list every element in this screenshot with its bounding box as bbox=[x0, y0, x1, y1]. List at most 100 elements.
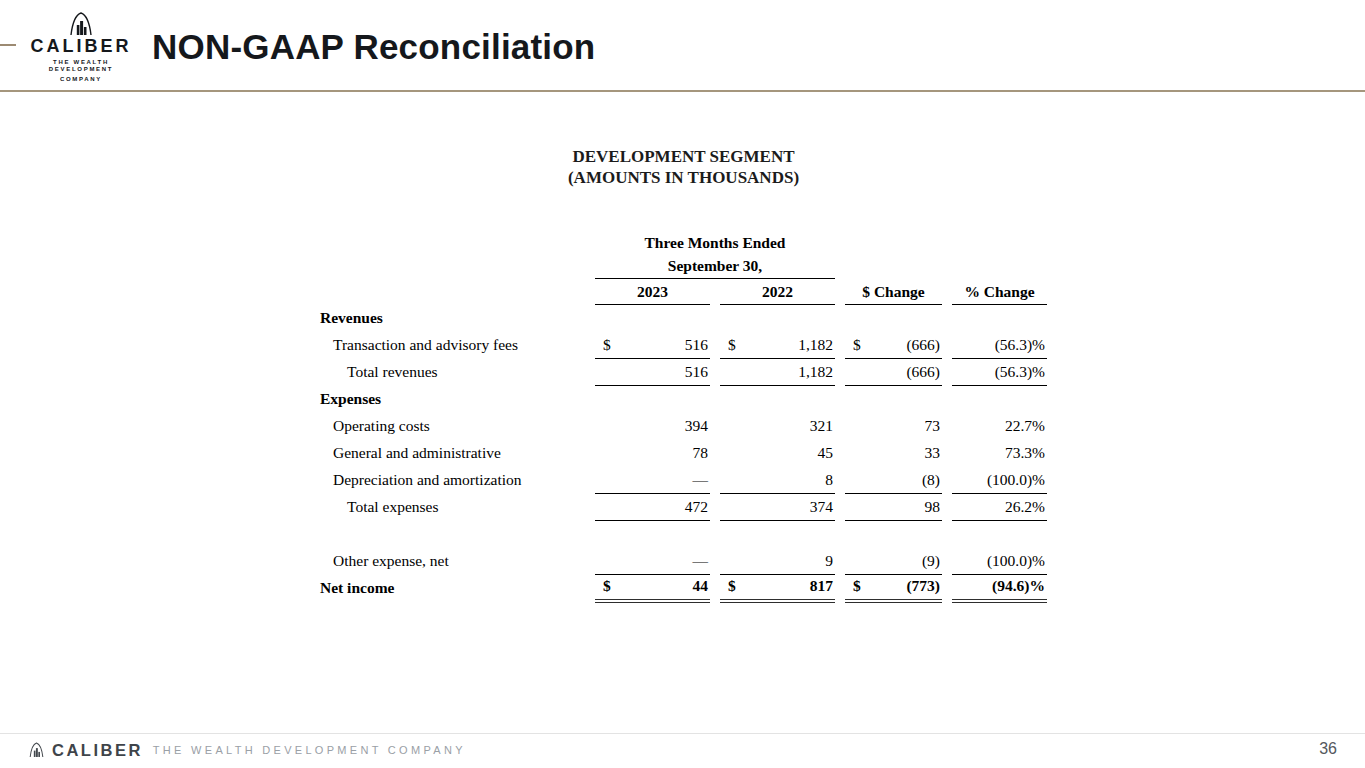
footer-tagline: THE WEALTH DEVELOPMENT COMPANY bbox=[153, 744, 466, 756]
cell-value: (9) bbox=[922, 552, 940, 569]
cell-value: 374 bbox=[810, 498, 833, 515]
value-cell: $(666) bbox=[845, 331, 942, 358]
cell-value: (773) bbox=[906, 577, 940, 594]
value-cell: (666) bbox=[845, 358, 942, 385]
value-cell: — bbox=[595, 466, 710, 493]
value-cell: 73.3% bbox=[952, 439, 1047, 466]
table-body: RevenuesTransaction and advisory fees$51… bbox=[320, 304, 1047, 601]
footer-logo: CALIBER THE WEALTH DEVELOPMENT COMPANY bbox=[27, 739, 466, 761]
cell-value: 1,182 bbox=[798, 363, 833, 380]
value-cell: 516 bbox=[595, 358, 710, 385]
header-divider bbox=[0, 90, 1365, 92]
cell-value: 22.7% bbox=[1005, 417, 1045, 434]
value-cell: (56.3)% bbox=[952, 331, 1047, 358]
column-header-2023: 2023 bbox=[595, 278, 710, 304]
section-row: Revenues bbox=[320, 304, 1047, 331]
row-label: Expenses bbox=[320, 385, 595, 412]
value-cell: 33 bbox=[845, 439, 942, 466]
section-row: Expenses bbox=[320, 385, 1047, 412]
value-cell: 45 bbox=[720, 439, 835, 466]
cell-value: 394 bbox=[685, 417, 708, 434]
cell-value: 44 bbox=[693, 577, 709, 594]
cell-value: 98 bbox=[925, 498, 941, 515]
value-cell: (100.0)% bbox=[952, 466, 1047, 493]
cell-value: 516 bbox=[685, 336, 708, 353]
cell-value: 817 bbox=[810, 577, 833, 594]
row-label: Other expense, net bbox=[320, 547, 595, 574]
cell-value: 472 bbox=[685, 498, 708, 515]
column-header-percent-change: % Change bbox=[952, 278, 1047, 304]
row-label: Transaction and advisory fees bbox=[320, 331, 595, 358]
caliber-logo: CALIBER THE WEALTH DEVELOPMENT COMPANY bbox=[24, 12, 138, 83]
dollar-sign: $ bbox=[603, 336, 611, 354]
table-row: Operating costs 394 321 73 22.7% bbox=[320, 412, 1047, 439]
table-title-line1: DEVELOPMENT SEGMENT bbox=[320, 146, 1047, 167]
value-cell: $817 bbox=[720, 574, 835, 601]
dollar-sign: $ bbox=[603, 577, 611, 595]
cell-value: — bbox=[693, 471, 709, 488]
dollar-sign: $ bbox=[728, 336, 736, 354]
column-header-row: 2023 2022 $ Change % Change bbox=[320, 278, 1047, 304]
column-header-2022: 2022 bbox=[720, 278, 835, 304]
logo-tagline-line2: COMPANY bbox=[24, 76, 138, 83]
period-header-row-1: Three Months Ended bbox=[320, 234, 1047, 255]
period-header-line1: Three Months Ended bbox=[595, 234, 835, 255]
value-cell: 26.2% bbox=[952, 493, 1047, 520]
cell-value: 1,182 bbox=[798, 336, 833, 353]
value-cell: 472 bbox=[595, 493, 710, 520]
cell-value: 73.3% bbox=[1005, 444, 1045, 461]
table-row: Transaction and advisory fees$516$1,182$… bbox=[320, 331, 1047, 358]
cell-value: (100.0)% bbox=[987, 471, 1045, 488]
value-cell: (94.6)% bbox=[952, 574, 1047, 601]
left-accent-line bbox=[0, 44, 16, 46]
period-header-line2: September 30, bbox=[595, 255, 835, 278]
row-label: Net income bbox=[320, 574, 595, 601]
cell-value: (94.6)% bbox=[992, 577, 1045, 594]
table-row: Total expenses 472 374 98 26.2% bbox=[320, 493, 1047, 520]
logo-tagline-line1: THE WEALTH DEVELOPMENT bbox=[24, 59, 138, 73]
cell-value: (56.3)% bbox=[995, 363, 1045, 380]
page-title: NON-GAAP Reconciliation bbox=[152, 27, 595, 67]
cell-value: — bbox=[693, 552, 709, 569]
row-label: Operating costs bbox=[320, 412, 595, 439]
value-cell: 98 bbox=[845, 493, 942, 520]
footer-divider bbox=[0, 733, 1365, 734]
cell-value: 9 bbox=[825, 552, 833, 569]
cell-value: (100.0)% bbox=[987, 552, 1045, 569]
cell-value: 73 bbox=[925, 417, 941, 434]
value-cell: $1,182 bbox=[720, 331, 835, 358]
value-cell: 78 bbox=[595, 439, 710, 466]
cell-value: 321 bbox=[810, 417, 833, 434]
dollar-sign: $ bbox=[853, 336, 861, 354]
row-label: General and administrative bbox=[320, 439, 595, 466]
dollar-sign: $ bbox=[853, 577, 861, 595]
value-cell: (9) bbox=[845, 547, 942, 574]
slide: CALIBER THE WEALTH DEVELOPMENT COMPANY N… bbox=[0, 0, 1365, 768]
cell-value: 78 bbox=[693, 444, 709, 461]
cell-value: 33 bbox=[925, 444, 941, 461]
value-cell: $516 bbox=[595, 331, 710, 358]
footer-wordmark: CALIBER bbox=[52, 741, 143, 760]
table-row: Depreciation and amortization — 8 (8) (100.0… bbox=[320, 466, 1047, 493]
row-label: Depreciation and amortization bbox=[320, 466, 595, 493]
row-label: Total expenses bbox=[320, 493, 595, 520]
cell-value: 8 bbox=[825, 471, 833, 488]
cell-value: 26.2% bbox=[1005, 498, 1045, 515]
value-cell: 1,182 bbox=[720, 358, 835, 385]
value-cell: 73 bbox=[845, 412, 942, 439]
logo-wordmark: CALIBER bbox=[24, 37, 138, 56]
table-title: DEVELOPMENT SEGMENT (AMOUNTS IN THOUSAND… bbox=[320, 146, 1047, 188]
page-number: 36 bbox=[1319, 740, 1337, 758]
spacer-row bbox=[320, 520, 1047, 547]
table-container: DEVELOPMENT SEGMENT (AMOUNTS IN THOUSAND… bbox=[320, 146, 1047, 603]
table-row: General and administrative 78 45 33 73.3% bbox=[320, 439, 1047, 466]
cell-value: 516 bbox=[685, 363, 708, 380]
value-cell: (100.0)% bbox=[952, 547, 1047, 574]
column-header-dollar-change: $ Change bbox=[845, 278, 942, 304]
building-arch-icon bbox=[66, 12, 96, 36]
cell-value: (8) bbox=[922, 471, 940, 488]
row-label: Revenues bbox=[320, 304, 595, 331]
value-cell: — bbox=[595, 547, 710, 574]
cell-value: (666) bbox=[906, 363, 940, 380]
building-arch-icon-footer bbox=[27, 742, 46, 758]
